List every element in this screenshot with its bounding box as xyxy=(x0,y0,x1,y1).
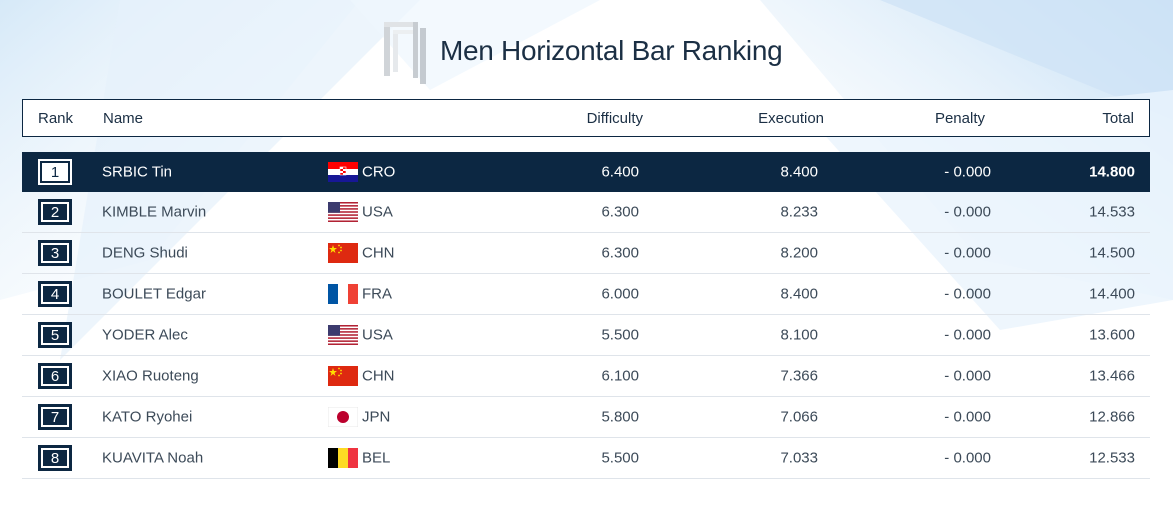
header-name: Name xyxy=(103,109,144,127)
table-header: Rank Name Difficulty Execution Penalty T… xyxy=(22,99,1150,137)
execution-score: 8.233 xyxy=(780,203,818,221)
difficulty-score: 6.100 xyxy=(601,367,639,385)
penalty-score: - 0.000 xyxy=(944,408,991,426)
execution-score: 8.400 xyxy=(780,163,818,181)
penalty-score: - 0.000 xyxy=(944,367,991,385)
execution-score: 7.066 xyxy=(780,408,818,426)
header-total: Total xyxy=(1102,109,1134,127)
difficulty-score: 5.500 xyxy=(601,449,639,467)
execution-score: 8.400 xyxy=(780,285,818,303)
athlete-name: DENG Shudi xyxy=(102,244,188,262)
total-score: 12.866 xyxy=(1089,408,1135,426)
horizontal-bar-apparatus-icon xyxy=(384,22,426,84)
usa-flag-icon xyxy=(328,202,358,222)
country-code: BEL xyxy=(362,449,391,467)
rank-badge: 6 xyxy=(38,363,72,389)
difficulty-score: 6.300 xyxy=(601,244,639,262)
table-row[interactable]: 3 DENG Shudi CHN 6.300 8.200 - 0.000 14.… xyxy=(22,233,1150,274)
difficulty-score: 6.300 xyxy=(601,203,639,221)
belgium-flag-icon xyxy=(328,448,358,468)
athlete-name: KATO Ryohei xyxy=(102,408,193,426)
penalty-score: - 0.000 xyxy=(944,203,991,221)
penalty-score: - 0.000 xyxy=(944,244,991,262)
header-penalty: Penalty xyxy=(934,109,985,127)
country-code: CHN xyxy=(362,244,395,262)
total-score: 12.533 xyxy=(1089,449,1135,467)
country-code: CRO xyxy=(362,163,396,181)
total-score: 13.466 xyxy=(1089,367,1135,385)
table-row[interactable]: 6 XIAO Ruoteng CHN 6.100 7.366 - 0.000 1… xyxy=(22,356,1150,397)
penalty-score: - 0.000 xyxy=(944,285,991,303)
difficulty-score: 6.400 xyxy=(601,163,639,181)
execution-score: 8.200 xyxy=(780,244,818,262)
athlete-name: BOULET Edgar xyxy=(102,285,206,303)
table-row[interactable]: 2 KIMBLE Marvin USA 6.300 8.233 - 0.000 … xyxy=(22,192,1150,233)
total-score: 14.500 xyxy=(1089,244,1135,262)
execution-score: 7.366 xyxy=(780,367,818,385)
country-code: CHN xyxy=(362,367,395,385)
penalty-score: - 0.000 xyxy=(944,326,991,344)
total-score: 14.533 xyxy=(1089,203,1135,221)
difficulty-score: 6.000 xyxy=(601,285,639,303)
rank-badge: 7 xyxy=(38,404,72,430)
athlete-name: YODER Alec xyxy=(102,326,188,344)
difficulty-score: 5.500 xyxy=(601,326,639,344)
penalty-score: - 0.000 xyxy=(944,449,991,467)
page-title: Men Horizontal Bar Ranking xyxy=(440,35,783,66)
total-score: 14.800 xyxy=(1089,163,1135,181)
athlete-name: KUAVITA Noah xyxy=(102,449,204,467)
rank-badge: 8 xyxy=(38,445,72,471)
ranking-table: 1 SRBIC Tin CRO 6.400 8.400 - 0.000 14.8… xyxy=(22,152,1150,479)
table-row[interactable]: 8 KUAVITA Noah BEL 5.500 7.033 - 0.000 1… xyxy=(22,438,1150,479)
total-score: 14.400 xyxy=(1089,285,1135,303)
total-score: 13.600 xyxy=(1089,326,1135,344)
country-code: FRA xyxy=(362,285,392,303)
table-row[interactable]: 7 KATO Ryohei JPN 5.800 7.066 - 0.000 12… xyxy=(22,397,1150,438)
header-execution: Execution xyxy=(758,109,824,127)
execution-score: 8.100 xyxy=(780,326,818,344)
difficulty-score: 5.800 xyxy=(601,408,639,426)
china-flag-icon xyxy=(328,243,358,263)
rank-badge: 4 xyxy=(38,281,72,307)
execution-score: 7.033 xyxy=(780,449,818,467)
usa-flag-icon xyxy=(328,325,358,345)
athlete-name: XIAO Ruoteng xyxy=(102,367,199,385)
japan-flag-icon xyxy=(328,407,358,427)
athlete-name: KIMBLE Marvin xyxy=(102,203,207,221)
rank-badge: 5 xyxy=(38,322,72,348)
header-difficulty: Difficulty xyxy=(586,109,643,127)
rank-badge: 1 xyxy=(38,159,72,185)
rank-badge: 3 xyxy=(38,240,72,266)
country-code: JPN xyxy=(362,408,391,426)
athlete-name: SRBIC Tin xyxy=(102,163,173,181)
table-row[interactable]: 5 YODER Alec USA 5.500 8.100 - 0.000 13.… xyxy=(22,315,1150,356)
china-flag-icon xyxy=(328,366,358,386)
table-row[interactable]: 4 BOULET Edgar FRA 6.000 8.400 - 0.000 1… xyxy=(22,274,1150,315)
france-flag-icon xyxy=(328,284,358,304)
title-area: Men Horizontal Bar Ranking xyxy=(380,18,783,84)
penalty-score: - 0.000 xyxy=(944,163,991,181)
table-row[interactable]: 1 SRBIC Tin CRO 6.400 8.400 - 0.000 14.8… xyxy=(22,152,1150,192)
country-code: USA xyxy=(362,326,393,344)
country-code: USA xyxy=(362,203,393,221)
croatia-flag-icon xyxy=(328,162,358,182)
rank-badge: 2 xyxy=(38,199,72,225)
header-rank: Rank xyxy=(38,109,74,127)
